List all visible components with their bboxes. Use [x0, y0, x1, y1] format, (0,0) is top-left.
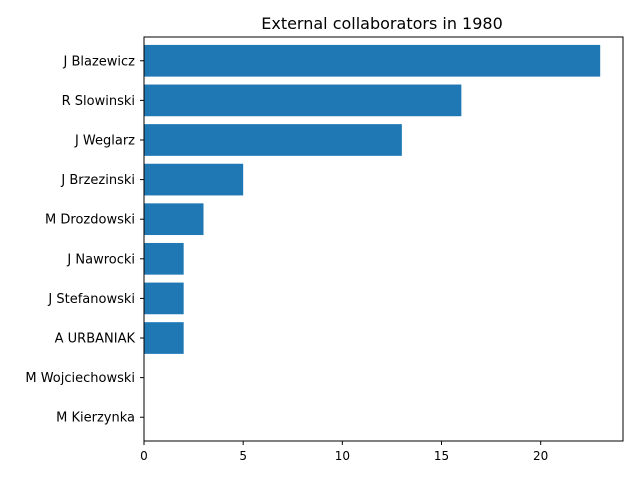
category-label-7: A URBANIAK	[55, 332, 136, 347]
bar-7	[144, 322, 184, 354]
x-axis-ticks: 0 5 10 15 20	[140, 441, 548, 463]
category-label-4: M Drozdowski	[45, 213, 135, 228]
x-tick-label-3: 15	[434, 449, 449, 463]
axes-frame	[143, 36, 624, 442]
category-label-6: J Stefanowski	[47, 292, 135, 307]
x-tick-label-4: 20	[533, 449, 548, 463]
x-tick-label-2: 10	[335, 449, 350, 463]
category-label-9: M Kierzynka	[56, 411, 135, 426]
bars-group	[144, 44, 601, 354]
bar-1	[144, 84, 462, 117]
category-label-2: J Weglarz	[74, 133, 135, 148]
category-label-1: R Slowinski	[62, 94, 135, 109]
category-label-5: J Nawrocki	[66, 252, 135, 267]
category-labels: J Blazewicz R Slowinski J Weglarz J Brzezin…	[25, 54, 144, 426]
plot-frame	[143, 36, 624, 442]
bar-5	[144, 242, 184, 275]
category-label-3: J Brzezinski	[60, 173, 135, 188]
bar-3	[144, 163, 244, 196]
category-label-0: J Blazewicz	[63, 54, 136, 69]
chart-title: External collaborators in 1980	[261, 14, 503, 33]
bar-2	[144, 124, 402, 156]
bar-6	[144, 282, 184, 315]
bar-0	[144, 44, 601, 77]
bar-4	[144, 203, 204, 236]
category-label-8: M Wojciechowski	[25, 371, 135, 386]
x-tick-label-0: 0	[140, 449, 148, 463]
x-tick-label-1: 5	[239, 449, 247, 463]
